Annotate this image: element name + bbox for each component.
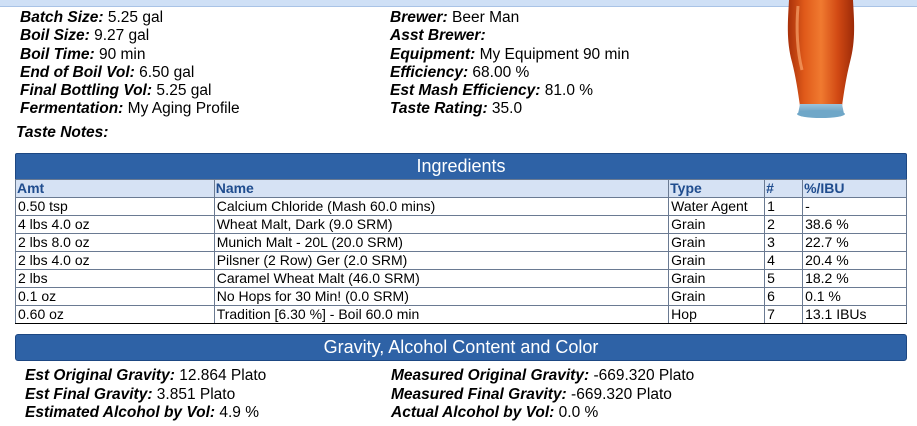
brewer-row: Brewer: Beer Man xyxy=(390,9,520,26)
cell-number: 1 xyxy=(764,197,804,216)
measured-final-gravity-row: Measured Final Gravity: -669.320 Plato xyxy=(391,385,672,403)
table-row: 2 lbs 8.0 oz Munich Malt - 20L (20.0 SRM… xyxy=(15,233,907,252)
col-percent-ibu: %/IBU xyxy=(802,179,907,198)
cell-number: 3 xyxy=(764,233,804,252)
cell-amt: 2 lbs 4.0 oz xyxy=(15,251,215,270)
cell-type: Water Agent xyxy=(668,197,766,216)
actual-abv-row: Actual Alcohol by Vol: 0.0 % xyxy=(391,404,599,421)
ingredients-header: Ingredients xyxy=(15,153,907,180)
table-row: 2 lbs 4.0 oz Pilsner (2 Row) Ger (2.0 SR… xyxy=(15,251,907,270)
cell-amt: 0.60 oz xyxy=(15,305,215,324)
efficiency-row: Efficiency: 68.00 % xyxy=(390,63,530,81)
cell-percent-ibu: 18.2 % xyxy=(802,269,907,288)
cell-percent-ibu: 38.6 % xyxy=(802,215,907,234)
ingredients-column-headers: Amt Name Type # %/IBU xyxy=(15,179,907,198)
cell-name: Calcium Chloride (Mash 60.0 mins) xyxy=(213,197,670,216)
cell-amt: 0.50 tsp xyxy=(15,197,215,216)
cell-percent-ibu: - xyxy=(802,197,907,216)
est-mash-efficiency-row: Est Mash Efficiency: 81.0 % xyxy=(390,82,594,100)
col-number: # xyxy=(764,179,804,198)
cell-percent-ibu: 13.1 IBUs xyxy=(802,305,907,324)
table-row: 2 lbs Caramel Wheat Malt (46.0 SRM) Grai… xyxy=(15,269,907,288)
final-bottling-vol-row: Final Bottling Vol: 5.25 gal xyxy=(20,82,212,100)
cell-amt: 0.1 oz xyxy=(15,287,215,306)
cell-type: Grain xyxy=(668,251,766,270)
equipment-row: Equipment: My Equipment 90 min xyxy=(390,45,630,63)
table-row: 0.50 tsp Calcium Chloride (Mash 60.0 min… xyxy=(15,197,907,216)
measured-original-gravity-row: Measured Original Gravity: -669.320 Plat… xyxy=(391,367,695,384)
cell-percent-ibu: 20.4 % xyxy=(802,251,907,270)
col-name: Name xyxy=(213,179,670,198)
cell-type: Grain xyxy=(668,287,766,306)
gravity-alcohol-color-header: Gravity, Alcohol Content and Color xyxy=(15,334,907,361)
cell-percent-ibu: 22.7 % xyxy=(802,233,907,252)
recipe-info-right: Brewer: Beer Man Asst Brewer: Equipment:… xyxy=(390,9,629,119)
cell-name: Tradition [6.30 %] - Boil 60.0 min xyxy=(213,305,670,324)
window-top-edge xyxy=(0,0,917,7)
est-original-gravity-row: Est Original Gravity: 12.864 Plato xyxy=(25,367,267,384)
batch-size-row: Batch Size: 5.25 gal xyxy=(20,9,164,26)
cell-type: Grain xyxy=(668,269,766,288)
col-type: Type xyxy=(668,179,766,198)
boil-size-row: Boil Size: 9.27 gal xyxy=(20,27,150,45)
fermentation-row: Fermentation: My Aging Profile xyxy=(20,100,240,118)
cell-name: Pilsner (2 Row) Ger (2.0 SRM) xyxy=(213,251,670,270)
cell-number: 6 xyxy=(764,287,804,306)
cell-amt: 2 lbs 8.0 oz xyxy=(15,233,215,252)
cell-percent-ibu: 0.1 % xyxy=(802,287,907,306)
end-of-boil-vol-row: End of Boil Vol: 6.50 gal xyxy=(20,63,195,81)
ingredients-table: Amt Name Type # %/IBU 0.50 tsp Calcium C… xyxy=(15,179,907,324)
gravity-left: Est Original Gravity: 12.864 Plato Est F… xyxy=(25,367,266,423)
cell-name: Wheat Malt, Dark (9.0 SRM) xyxy=(213,215,670,234)
estimated-abv-row: Estimated Alcohol by Vol: 4.9 % xyxy=(25,404,259,421)
cell-type: Hop xyxy=(668,305,766,324)
cell-type: Grain xyxy=(668,215,766,234)
gravity-right: Measured Original Gravity: -669.320 Plat… xyxy=(391,367,694,423)
cell-amt: 4 lbs 4.0 oz xyxy=(15,215,215,234)
table-row: 0.1 oz No Hops for 30 Min! (0.0 SRM) Gra… xyxy=(15,287,907,306)
cell-name: Munich Malt - 20L (20.0 SRM) xyxy=(213,233,670,252)
beer-glass-icon xyxy=(787,0,855,118)
cell-name: Caramel Wheat Malt (46.0 SRM) xyxy=(213,269,670,288)
boil-time-row: Boil Time: 90 min xyxy=(20,45,146,63)
col-amt: Amt xyxy=(15,179,215,198)
cell-name: No Hops for 30 Min! (0.0 SRM) xyxy=(213,287,670,306)
cell-number: 7 xyxy=(764,305,804,324)
taste-rating-row: Taste Rating: 35.0 xyxy=(390,100,523,118)
table-row: 4 lbs 4.0 oz Wheat Malt, Dark (9.0 SRM) … xyxy=(15,215,907,234)
asst-brewer-row: Asst Brewer: xyxy=(390,27,486,45)
recipe-info-left: Batch Size: 5.25 gal Boil Size: 9.27 gal… xyxy=(20,9,240,119)
cell-number: 4 xyxy=(764,251,804,270)
est-final-gravity-row: Est Final Gravity: 3.851 Plato xyxy=(25,385,236,403)
cell-number: 2 xyxy=(764,215,804,234)
cell-number: 5 xyxy=(764,269,804,288)
cell-type: Grain xyxy=(668,233,766,252)
taste-notes-label: Taste Notes: xyxy=(16,124,109,141)
table-row: 0.60 oz Tradition [6.30 %] - Boil 60.0 m… xyxy=(15,305,907,324)
cell-amt: 2 lbs xyxy=(15,269,215,288)
